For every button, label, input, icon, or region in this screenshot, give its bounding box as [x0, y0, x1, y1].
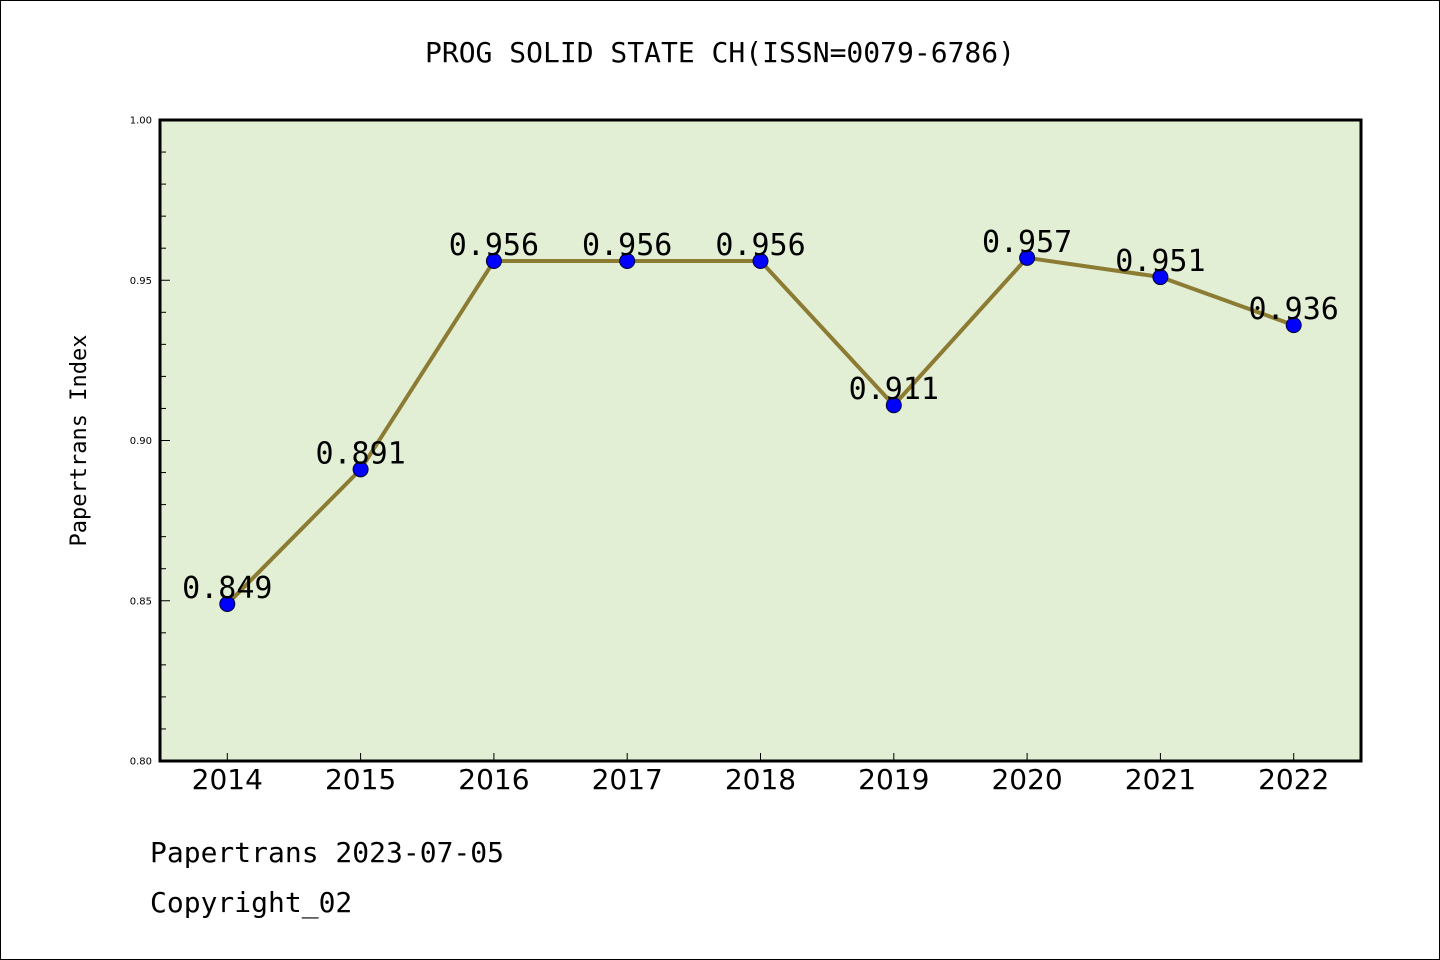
data-point	[885, 397, 902, 414]
data-label: 0.956	[582, 228, 672, 263]
plot-area	[160, 120, 1361, 761]
data-label: 0.956	[449, 228, 539, 263]
data-point	[1019, 249, 1036, 266]
footer-date: Papertrans 2023-07-05	[150, 836, 505, 869]
x-tick-label: 2021	[1125, 763, 1196, 796]
data-label: 0.956	[715, 228, 805, 263]
data-label: 0.849	[182, 571, 272, 606]
chart-title: PROG SOLID STATE CH(ISSN=0079-6786)	[424, 36, 1015, 69]
data-point	[619, 253, 636, 270]
x-tick-label: 2022	[1258, 763, 1329, 796]
y-tick-label: 0.95	[130, 276, 152, 287]
data-label: 0.936	[1249, 292, 1339, 327]
footer-copyright: Copyright_02	[150, 886, 353, 919]
data-point	[219, 595, 236, 612]
data-point	[1285, 317, 1302, 334]
x-tick-label: 2014	[192, 763, 263, 796]
y-tick-label: 1.00	[130, 116, 152, 127]
data-label: 0.891	[315, 436, 405, 471]
data-label: 0.957	[982, 225, 1072, 260]
y-tick-label: 0.90	[130, 436, 152, 447]
data-point	[1152, 269, 1169, 286]
y-tick-label: 0.85	[130, 596, 152, 607]
data-label: 0.951	[1115, 244, 1205, 279]
data-point	[485, 253, 502, 270]
x-tick-label: 2018	[725, 763, 796, 796]
x-tick-label: 2019	[858, 763, 929, 796]
x-tick-label: 2016	[458, 763, 529, 796]
x-tick-label: 2015	[325, 763, 396, 796]
data-label: 0.911	[849, 372, 939, 407]
y-axis-label: Papertrans Index	[67, 335, 92, 547]
x-tick-label: 2020	[991, 763, 1062, 796]
x-tick-label: 2017	[592, 763, 663, 796]
data-point	[352, 461, 369, 478]
y-tick-label: 0.80	[130, 757, 152, 768]
data-point	[752, 253, 769, 270]
plot-frame	[158, 118, 1363, 763]
